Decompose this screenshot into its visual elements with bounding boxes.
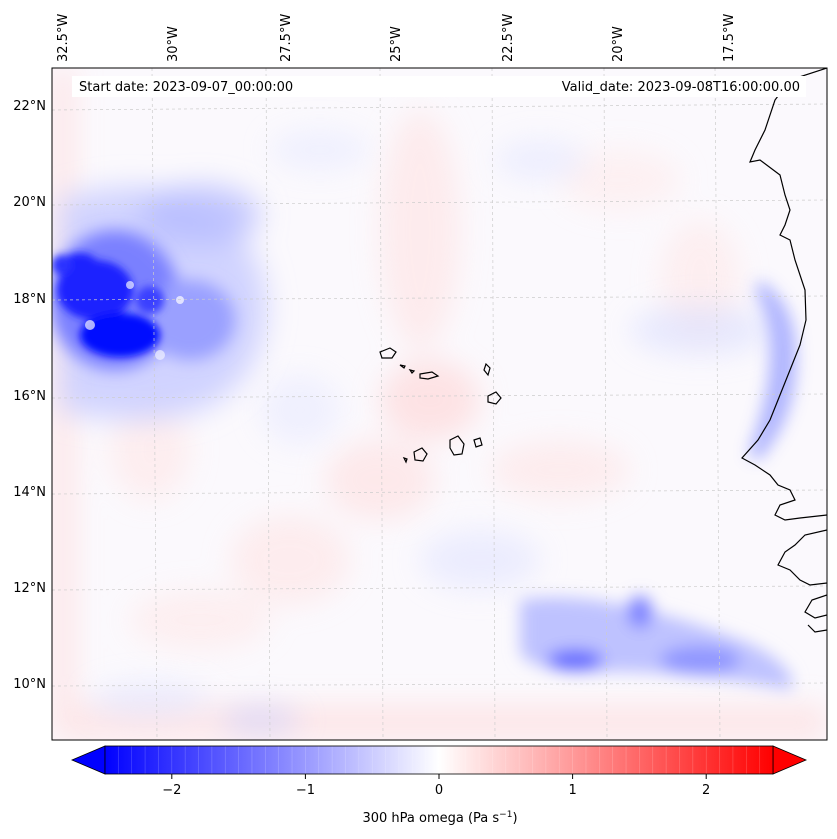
lon-label: 30°W — [166, 26, 181, 62]
map-border — [51, 67, 828, 741]
longitude-labels: 32.5°W 30°W 27.5°W 25°W 22.5°W 20°W 17.5… — [56, 14, 737, 62]
lon-label: 27.5°W — [279, 14, 294, 62]
colorbar-tick-label: 2 — [702, 783, 710, 798]
lon-label: 25°W — [389, 26, 404, 62]
gridlines — [52, 68, 827, 740]
lon-label: 32.5°W — [56, 14, 71, 62]
lat-label: 18°N — [13, 292, 46, 307]
colorbar-right-extend — [772, 745, 808, 775]
lon-label: 22.5°W — [501, 14, 516, 62]
colorbar-label: 300 hPa omega (Pa s−1) — [362, 810, 517, 826]
lat-label: 12°N — [13, 581, 46, 596]
lat-label: 20°N — [13, 195, 46, 210]
lat-label: 14°N — [13, 485, 46, 500]
coastline-africa — [741, 68, 827, 633]
colorbar-tick-label: 1 — [568, 783, 576, 798]
omega-field — [52, 68, 827, 740]
lon-label: 17.5°W — [722, 14, 737, 62]
colorbar-ticks: −2 −1 0 1 2 — [162, 774, 710, 798]
start-date-label: Start date: 2023-09-07_00:00:00 — [79, 80, 293, 95]
colorbar-left-extend — [70, 745, 106, 775]
colorbar: −2 −1 0 1 2 300 hPa omega (Pa s−1) — [70, 745, 808, 826]
header-band — [72, 76, 806, 97]
colorbar-tick-label: 0 — [435, 783, 443, 798]
colorbar-gradient — [105, 746, 773, 774]
lon-label: 20°W — [611, 26, 626, 62]
colorbar-tick-label: −1 — [296, 783, 315, 798]
valid-date-label: Valid_date: 2023-09-08T16:00:00.00 — [562, 80, 800, 95]
map-panel: Start date: 2023-09-07_00:00:00 Valid_da… — [52, 68, 827, 740]
lat-label: 16°N — [13, 389, 46, 404]
lat-label: 22°N — [13, 99, 46, 114]
cape-verde-islands — [379, 347, 502, 464]
colorbar-bands — [118, 746, 760, 774]
latitude-labels: 22°N 20°N 18°N 16°N 14°N 12°N 10°N — [13, 99, 46, 692]
colorbar-tick-label: −2 — [162, 783, 181, 798]
lat-label: 10°N — [13, 677, 46, 692]
